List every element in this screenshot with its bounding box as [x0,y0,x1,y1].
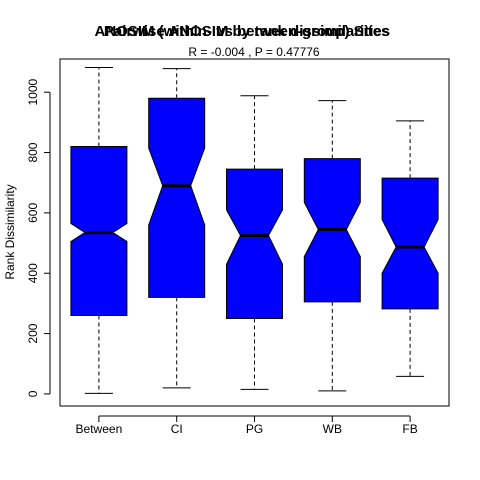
x-tick-label: Between [76,422,123,436]
x-tick-label: FB [402,422,417,436]
box-ci [148,68,206,389]
box-fb [381,120,439,377]
y-axis-label: Rank Dissimilarity [3,184,17,279]
chart-title-b: Pairwise ANOSIM by rank dissimilarities [104,23,390,40]
y-tick-label: 200 [26,323,40,343]
notched-box [226,168,283,319]
box-wb [303,100,361,392]
x-tick-label: PG [246,422,263,436]
y-tick-label: 800 [26,142,40,162]
box-pg [226,95,283,390]
x-tick-label: WB [323,422,342,436]
chart-subtitle: R = -0.004 , P = 0.47776 [188,45,320,59]
chart-title-a: ANOSIM (within- vs between-group) Sites [94,23,389,40]
notched-box [70,146,128,316]
box-between [70,66,128,394]
y-tick-label: 0 [26,390,40,397]
plot-frame [59,58,450,407]
notched-box [148,97,206,298]
y-tick-label: 1000 [26,79,40,106]
notched-box [381,177,439,310]
y-tick-label: 400 [26,263,40,283]
y-tick-label: 600 [26,203,40,223]
x-tick-label: CI [171,422,183,436]
plot-area [70,66,439,394]
